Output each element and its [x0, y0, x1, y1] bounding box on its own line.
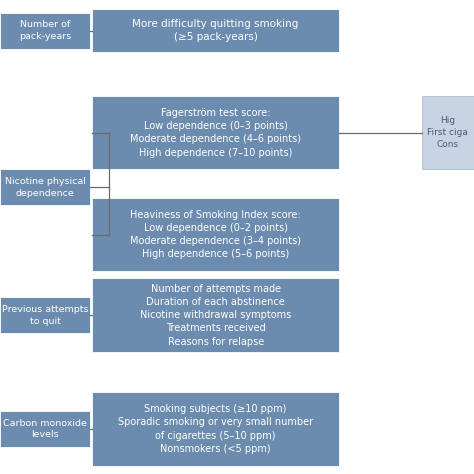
Text: Previous attempts
to quit: Previous attempts to quit — [2, 305, 88, 326]
FancyBboxPatch shape — [0, 298, 90, 333]
FancyBboxPatch shape — [422, 96, 474, 170]
Text: Number of attempts made
Duration of each abstinence
Nicotine withdrawal symptoms: Number of attempts made Duration of each… — [140, 284, 292, 346]
Text: Heaviness of Smoking Index score:
Low dependence (0–2 points)
Moderate dependenc: Heaviness of Smoking Index score: Low de… — [130, 210, 301, 259]
Text: Smoking subjects (≥10 ppm)
Sporadic smoking or very small number
of cigarettes (: Smoking subjects (≥10 ppm) Sporadic smok… — [118, 404, 313, 454]
Text: Fagerström test score:
Low dependence (0–3 points)
Moderate dependence (4–6 poin: Fagerström test score: Low dependence (0… — [130, 108, 301, 157]
FancyBboxPatch shape — [92, 9, 339, 52]
Text: Nicotine physical
dependence: Nicotine physical dependence — [5, 177, 85, 198]
Text: Number of
pack-years: Number of pack-years — [19, 20, 71, 41]
FancyBboxPatch shape — [92, 392, 339, 465]
FancyBboxPatch shape — [92, 279, 339, 352]
Text: Carbon monoxide
levels: Carbon monoxide levels — [3, 419, 87, 439]
Text: More difficulty quitting smoking
(≥5 pack-years): More difficulty quitting smoking (≥5 pac… — [132, 19, 299, 42]
FancyBboxPatch shape — [0, 411, 90, 447]
FancyBboxPatch shape — [92, 198, 339, 271]
FancyBboxPatch shape — [92, 96, 339, 170]
FancyBboxPatch shape — [0, 13, 90, 49]
FancyBboxPatch shape — [0, 170, 90, 205]
Text: Hig
First ciga
Cons: Hig First ciga Cons — [428, 117, 468, 149]
